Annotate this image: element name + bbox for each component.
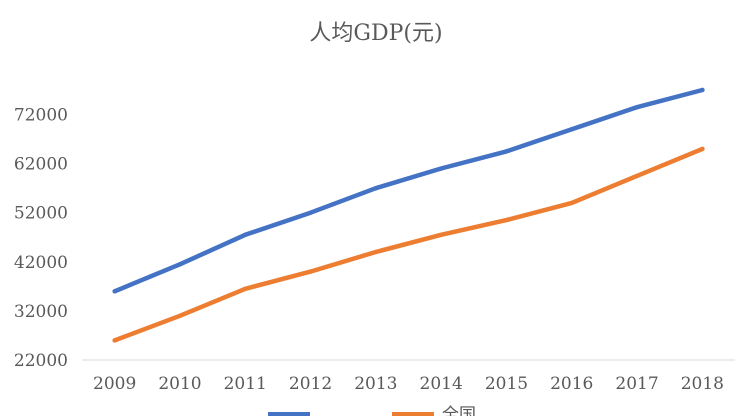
data-point [634,104,640,110]
legend: 全国 [268,405,476,416]
data-point [700,87,705,93]
y-tick-label: 32000 [14,302,68,322]
series-line-0 [112,87,705,294]
series-line-1 [112,146,705,343]
legend-label: 全国 [442,405,476,416]
y-tick-label: 52000 [14,204,68,224]
data-point [504,149,509,154]
x-tick-label: 2009 [93,374,136,394]
data-point [569,127,574,132]
series-lines [112,87,705,343]
data-point [112,338,117,343]
x-tick-label: 2016 [550,374,593,394]
y-tick-label: 62000 [14,155,68,175]
data-point [177,313,183,319]
data-point [308,269,313,274]
x-tick-label: 2018 [681,374,724,394]
data-point [177,262,183,267]
x-axis-ticks: 2009 2010 2011 2012 2013 2014 2015 2016 2017 2018 [93,374,724,394]
x-tick-label: 2010 [158,374,201,394]
y-axis-ticks: 22000 32000 42000 52000 62000 72000 [14,106,68,371]
data-point [373,185,379,191]
x-tick-label: 2013 [354,374,397,394]
data-point [569,200,574,206]
x-tick-label: 2017 [615,374,658,394]
x-tick-label: 2015 [485,374,528,394]
data-point [700,146,705,152]
data-point [438,166,444,171]
data-point [308,210,313,215]
data-point [243,286,248,292]
data-point [243,232,248,238]
chart-title: 人均GDP(元) [309,21,442,46]
y-tick-label: 22000 [14,351,68,371]
x-tick-label: 2012 [289,374,332,394]
data-point [634,173,640,179]
data-point [112,289,117,294]
y-tick-label: 42000 [14,253,68,273]
data-point [373,249,379,255]
x-tick-label: 2014 [420,374,463,394]
data-point [504,217,509,223]
y-tick-label: 72000 [14,106,68,126]
data-point [438,232,444,238]
x-tick-label: 2011 [224,374,267,394]
